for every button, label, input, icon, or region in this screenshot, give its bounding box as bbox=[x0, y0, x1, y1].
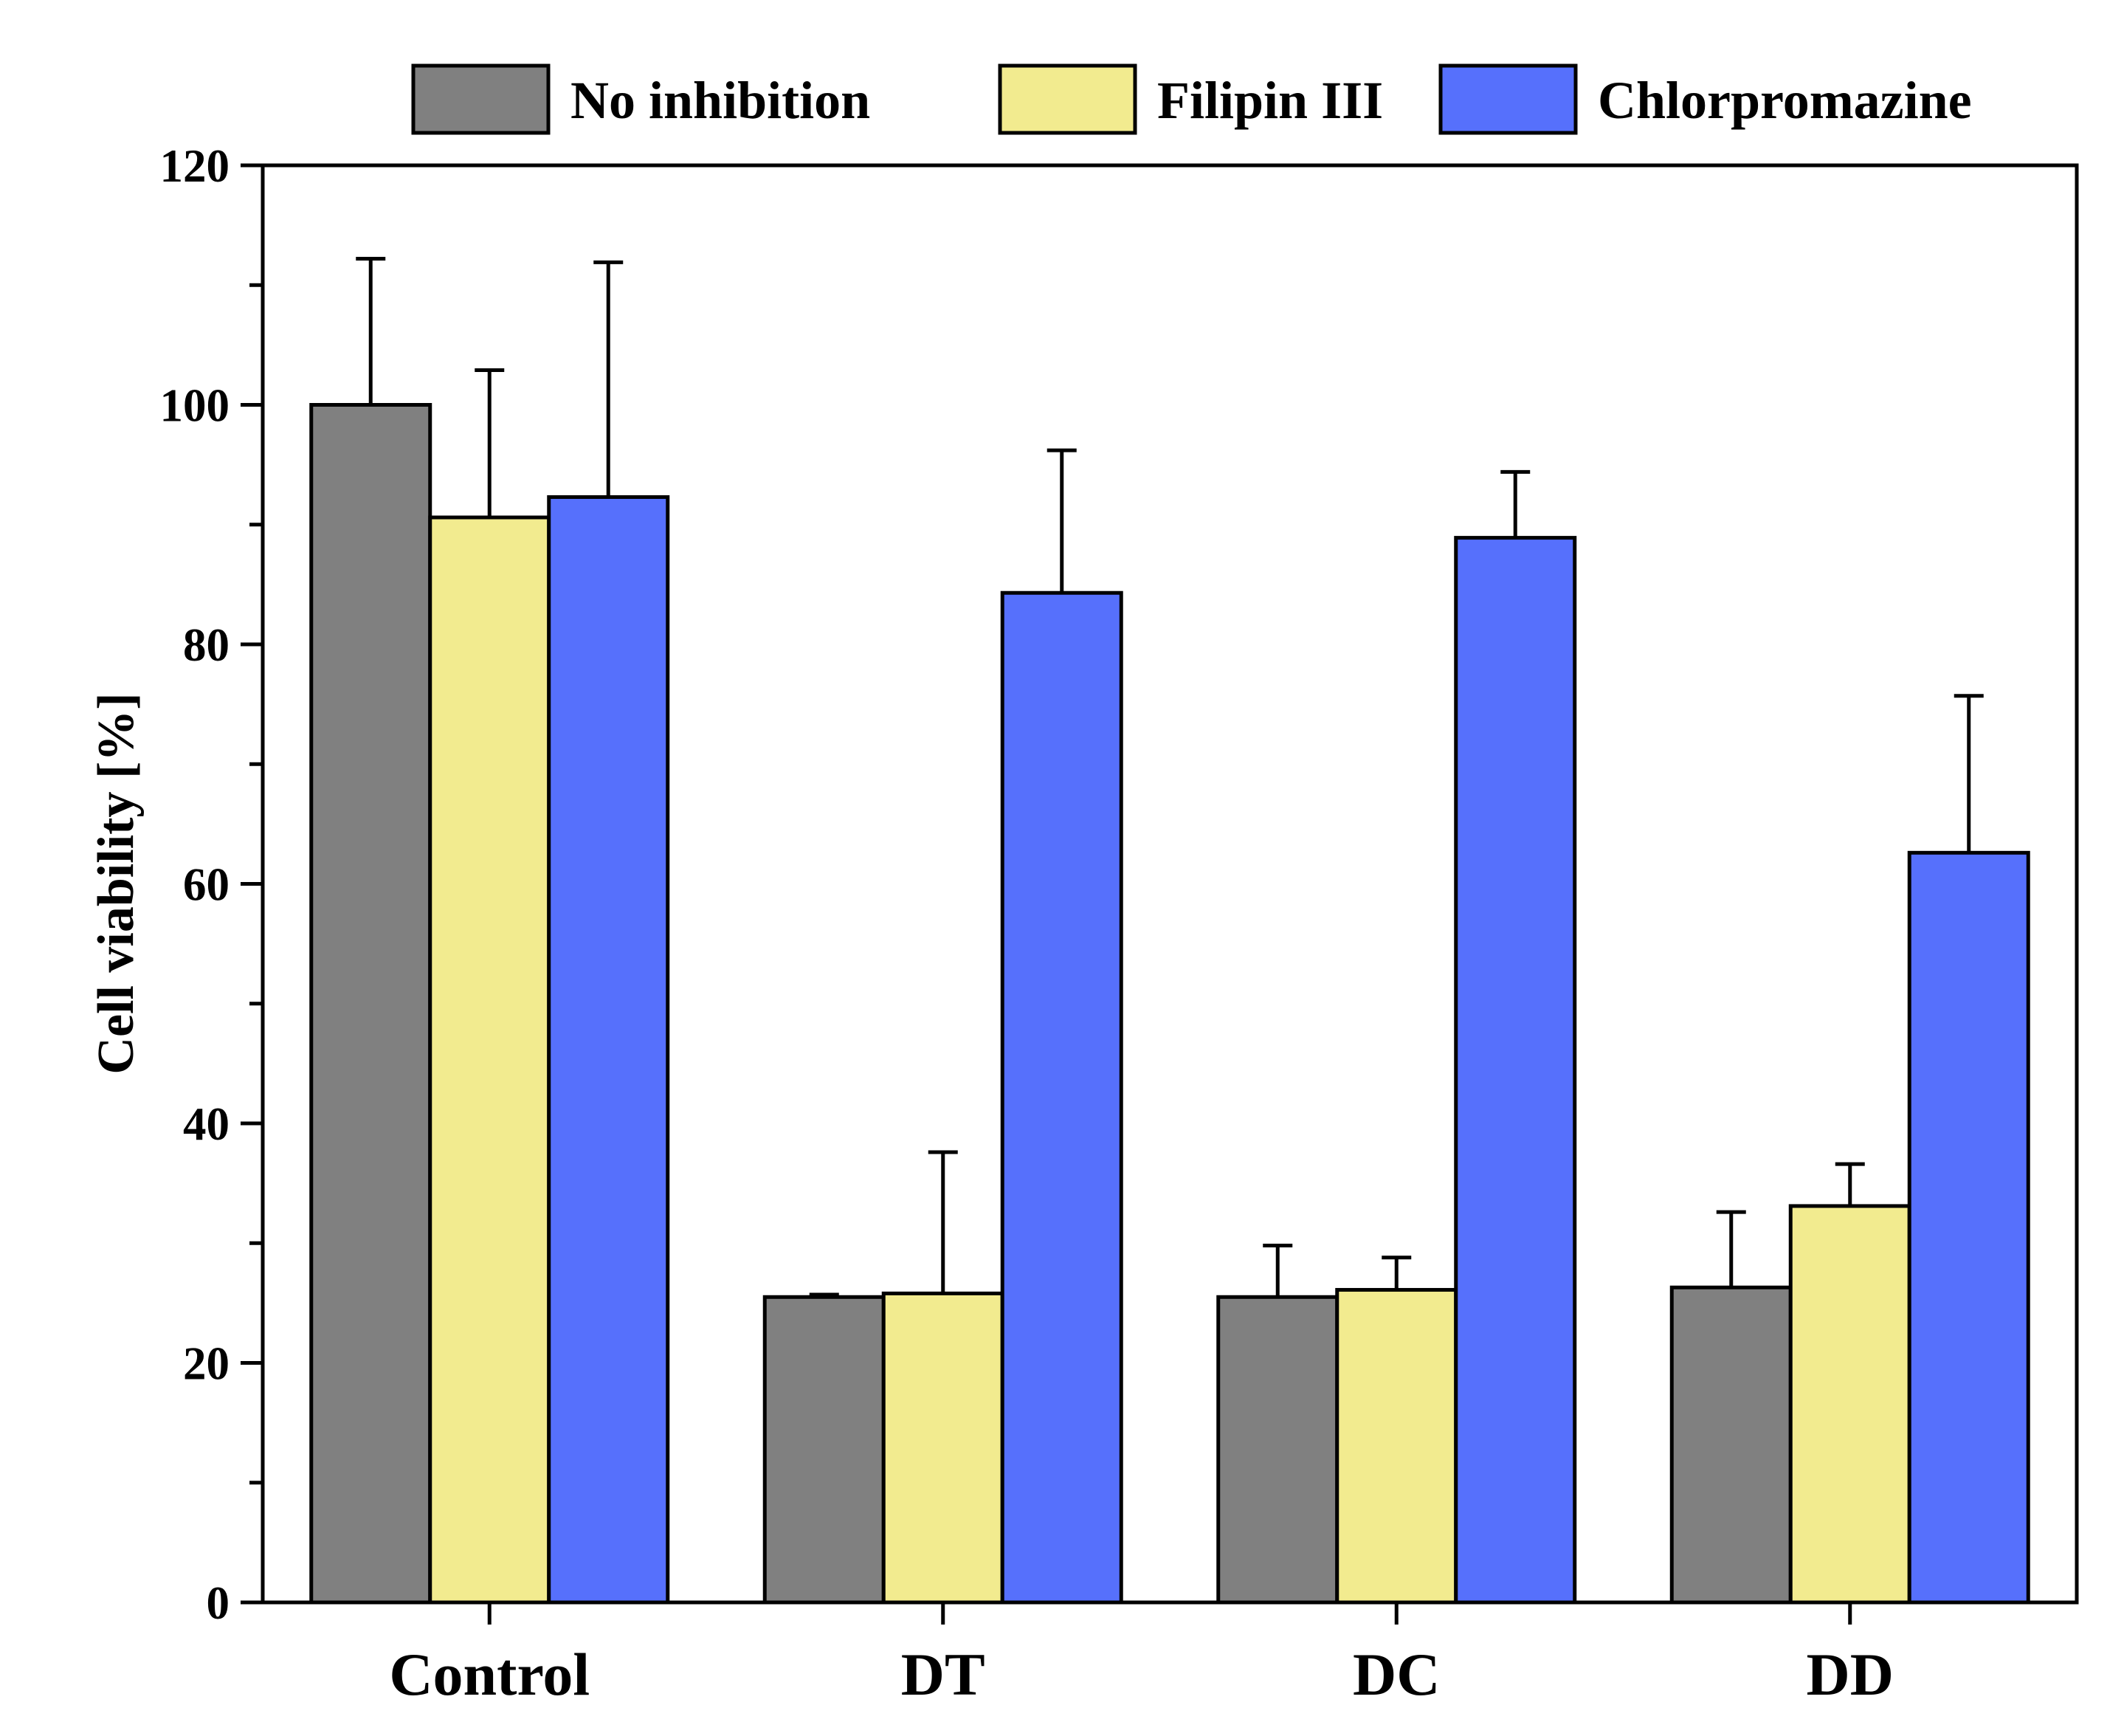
legend-label: No inhibition bbox=[570, 71, 870, 130]
bar-filipin-iii-dd bbox=[1788, 1204, 1911, 1605]
legend-swatch bbox=[998, 63, 1137, 135]
legend-swatch bbox=[411, 63, 551, 135]
bar-chlorpromazine-dd bbox=[1907, 850, 2030, 1605]
legend-label: Chlorpromazine bbox=[1598, 71, 1972, 130]
error-bars bbox=[356, 257, 1984, 1298]
bar-filipin-iii-dt bbox=[881, 1291, 1004, 1605]
bar-no-inhibition-dc bbox=[1216, 1295, 1339, 1605]
bar-chlorpromazine-dc bbox=[1454, 536, 1577, 1605]
bar-no-inhibition-control bbox=[309, 403, 432, 1605]
legend-swatch bbox=[1438, 63, 1578, 135]
bar-no-inhibition-dd bbox=[1669, 1285, 1793, 1605]
bar-chlorpromazine-dt bbox=[1000, 590, 1123, 1605]
legend-label: Filipin III bbox=[1157, 71, 1383, 130]
y-tick-label: 0 bbox=[207, 1577, 230, 1629]
bar-no-inhibition-dt bbox=[762, 1295, 886, 1605]
bar-filipin-iii-dc bbox=[1335, 1288, 1458, 1605]
y-tick-label: 120 bbox=[160, 140, 230, 192]
axes: 0 20 40 60 80 100 120 Control DT DC DD bbox=[160, 140, 1894, 1708]
y-tick-label: 80 bbox=[183, 619, 230, 671]
x-tick-label: DD bbox=[1807, 1641, 1894, 1708]
x-tick-label: Control bbox=[389, 1641, 590, 1708]
y-tick-label: 20 bbox=[183, 1338, 230, 1390]
bar-chlorpromazine-control bbox=[547, 495, 670, 1605]
y-axis-label: Cell viability [%] bbox=[88, 692, 145, 1074]
bar-filipin-iii-control bbox=[428, 515, 551, 1605]
bars bbox=[309, 403, 2030, 1605]
legend: No inhibition Filipin III Chlorpromazine bbox=[411, 63, 1972, 135]
x-tick-label: DT bbox=[901, 1641, 985, 1708]
x-tick-label: DC bbox=[1353, 1641, 1440, 1708]
y-tick-label: 60 bbox=[183, 859, 230, 911]
y-tick-label: 100 bbox=[160, 380, 230, 432]
y-tick-label: 40 bbox=[183, 1098, 230, 1150]
